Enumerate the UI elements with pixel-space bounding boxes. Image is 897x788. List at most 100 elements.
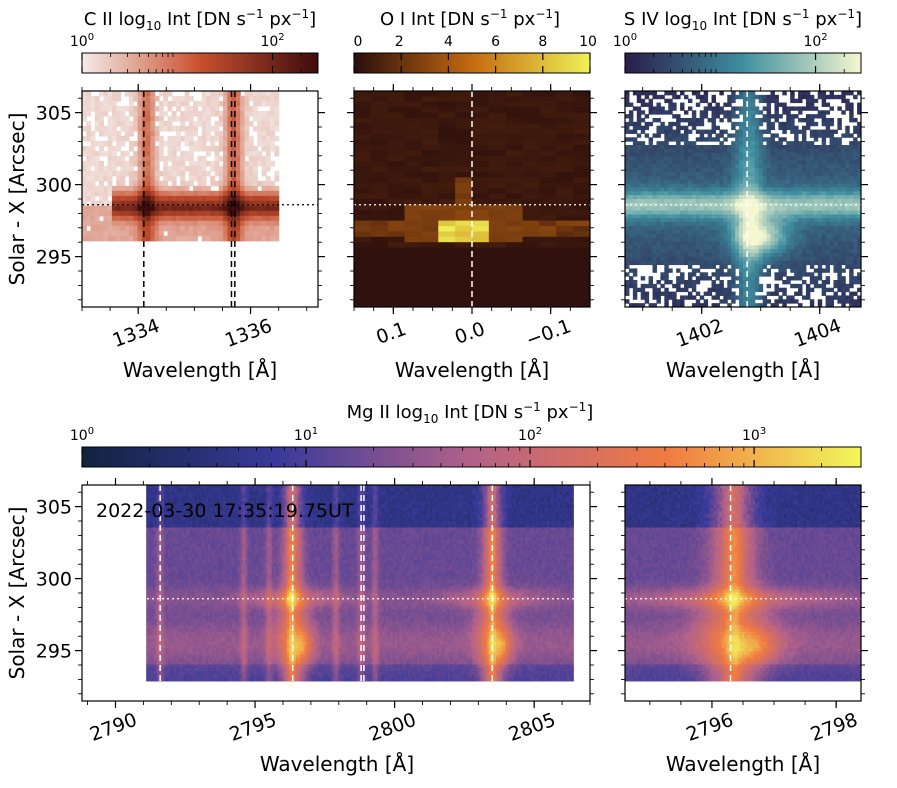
o1-pixel: [354, 275, 371, 281]
s4-pixel: [712, 195, 716, 199]
s4-pixel: [755, 110, 759, 114]
s4-pixel: [782, 157, 786, 161]
o1-pixel: [421, 285, 438, 291]
s4-pixel: [837, 295, 841, 299]
c2-pixel: [180, 171, 185, 177]
c2-pixel: [185, 216, 190, 222]
c2-pixel: [266, 201, 271, 207]
s4-pixel: [822, 114, 826, 118]
s4-pixel: [672, 238, 676, 242]
s4-pixel: [798, 257, 802, 261]
s4-pixel: [660, 222, 664, 226]
s4-pixel: [806, 195, 810, 199]
c2-pixel: [253, 196, 258, 202]
s4-pixel: [841, 288, 845, 292]
s4-pixel: [672, 103, 676, 107]
s4-pixel: [790, 126, 794, 130]
s4-pixel: [653, 265, 657, 269]
s4-pixel: [790, 184, 794, 188]
s4-pixel: [837, 172, 841, 176]
c2-pixel: [236, 221, 241, 227]
s4-pixel: [778, 288, 782, 292]
s4-pixel: [771, 153, 775, 157]
s4-pixel: [802, 253, 806, 257]
o1-pixel: [489, 242, 506, 248]
c2-pixel: [150, 191, 155, 197]
s4-pixel: [759, 234, 763, 238]
s4-pixel: [719, 222, 723, 226]
s4-pixel: [731, 187, 735, 191]
s4-pixel: [739, 253, 743, 257]
s4-pixel: [849, 226, 853, 230]
c2-pixel: [185, 141, 190, 147]
s4-pixel: [790, 187, 794, 191]
c2-pixel: [112, 221, 117, 227]
s4-pixel: [833, 160, 837, 164]
s4-pixel: [633, 149, 637, 153]
s4-pixel: [727, 184, 731, 188]
s4-pixel: [708, 103, 712, 107]
c2-pixel: [219, 116, 224, 122]
c2-pixel: [95, 106, 100, 112]
s4-pixel: [818, 214, 822, 218]
s4-pixel: [833, 261, 837, 265]
s4-pixel: [731, 176, 735, 180]
o1-pixel: [489, 204, 506, 210]
o1-pixel: [388, 291, 405, 297]
c2-pixel: [138, 121, 143, 127]
o1-pixel: [489, 134, 506, 140]
s4-pixel: [672, 245, 676, 249]
s4-pixel: [802, 230, 806, 234]
s4-pixel: [723, 234, 727, 238]
s4-pixel: [755, 280, 759, 284]
c2-pixel: [202, 131, 207, 137]
s4-pixel: [712, 249, 716, 253]
s4-pixel: [727, 118, 731, 122]
c2-pixel: [95, 161, 100, 167]
c2-pixel: [120, 151, 125, 157]
s4-pixel: [833, 214, 837, 218]
c2-pixel: [120, 191, 125, 197]
s4-pixel: [727, 114, 731, 118]
s4-pixel: [688, 130, 692, 134]
o1-pixel: [506, 253, 523, 259]
s4-pixel: [833, 268, 837, 272]
c2-pixel: [266, 101, 271, 107]
mg-colorbar-title: Mg II log10 Int [DN s−1 px−1]: [347, 400, 594, 426]
o1-pixel: [438, 242, 455, 248]
s4-pixel: [653, 157, 657, 161]
s4-pixel: [782, 103, 786, 107]
c2-pixel: [133, 111, 138, 117]
c2-pixel: [232, 116, 237, 122]
s4-pixel: [818, 157, 822, 161]
c2-pixel: [99, 166, 104, 172]
o1-pixel: [455, 253, 472, 259]
c2-pixel: [180, 166, 185, 172]
s4-pixel: [672, 187, 676, 191]
s4-pixel: [853, 234, 857, 238]
o1-pixel: [472, 264, 489, 270]
s4-pixel: [704, 164, 708, 168]
o1-pixel: [523, 113, 540, 119]
c2-pixel: [266, 136, 271, 142]
o1-pixel: [573, 167, 590, 173]
mg-cbar-tick-label-3: 103: [742, 426, 766, 444]
s4-pixel: [814, 187, 818, 191]
s4-pixel: [826, 226, 830, 230]
o1-pixel: [489, 253, 506, 259]
o1-pixel: [421, 291, 438, 297]
s4-pixel: [696, 218, 700, 222]
s4-pixel: [625, 191, 629, 195]
s4-pixel: [786, 253, 790, 257]
s4-pixel: [696, 253, 700, 257]
s4-pixel: [763, 211, 767, 215]
o1-pixel: [573, 145, 590, 151]
o1-pixel: [539, 264, 556, 270]
c2-pixel: [138, 146, 143, 152]
c2-pixel: [108, 186, 113, 192]
s4-pixel: [771, 234, 775, 238]
c2-pixel: [219, 156, 224, 162]
o1-colorbar-title: O I Int [DN s−1 px−1]: [380, 7, 560, 30]
s4-pixel: [700, 130, 704, 134]
c2-pixel: [249, 106, 254, 112]
